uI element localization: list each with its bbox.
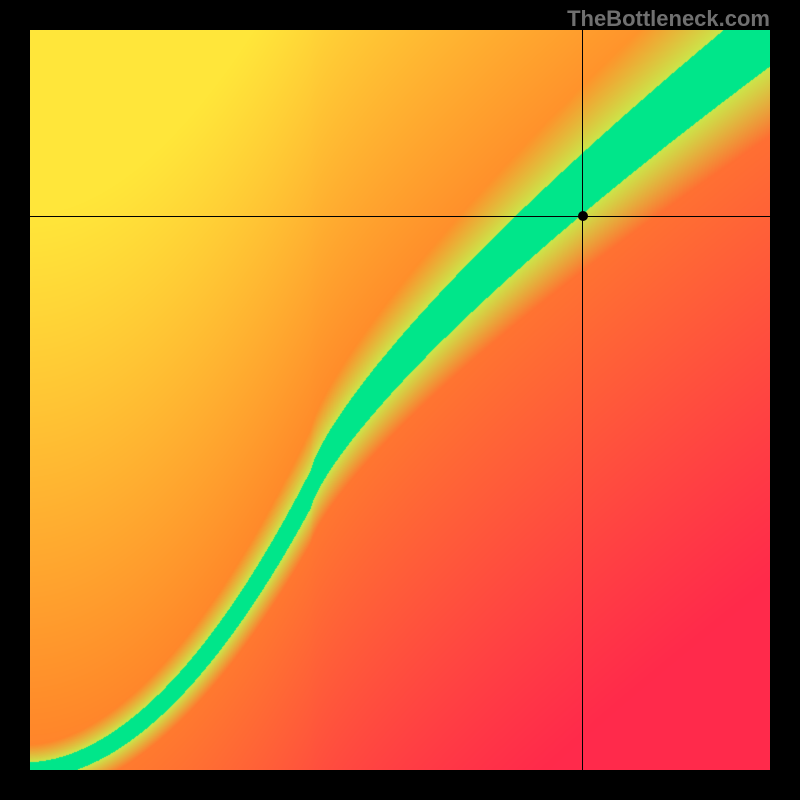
crosshair-marker — [578, 211, 588, 221]
bottleneck-heatmap — [30, 30, 770, 770]
watermark-text: TheBottleneck.com — [567, 6, 770, 32]
heatmap-canvas — [30, 30, 770, 770]
crosshair-vertical — [582, 30, 583, 770]
crosshair-horizontal — [30, 216, 770, 217]
